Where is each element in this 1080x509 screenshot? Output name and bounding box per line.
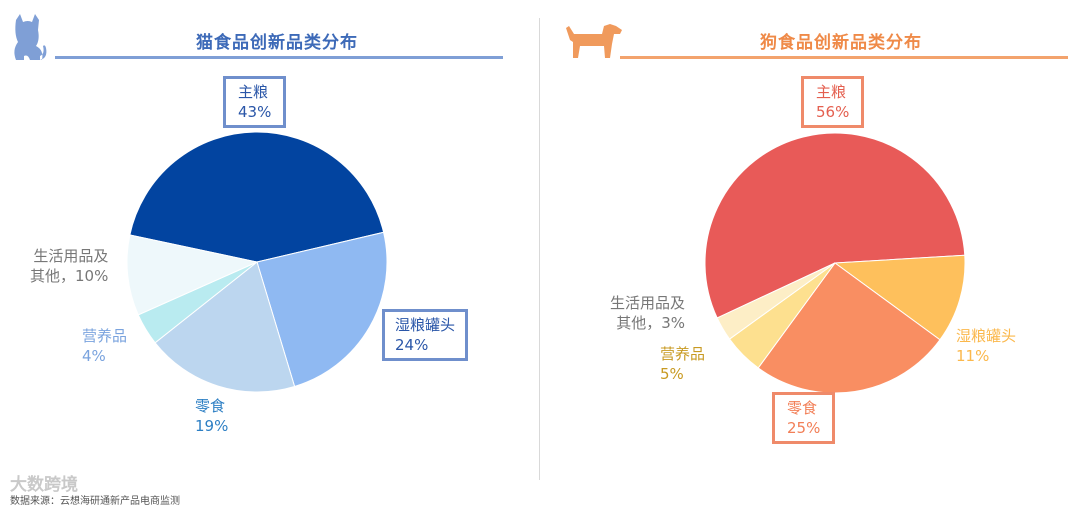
dog-label-snack-pct: 25% — [787, 419, 821, 437]
cat-label-nutrition: 营养品 4% — [82, 326, 127, 366]
cat-pie-slice-2 — [154, 261, 296, 393]
data-source-note: 数据来源：云想海研通新产品电商监测 — [10, 496, 180, 507]
dog-pie-slice-4 — [716, 262, 836, 340]
dog-title-underline — [620, 56, 1068, 59]
cat-label-nutrition-name: 营养品 — [82, 327, 128, 345]
dog-label-other: 生活用品及 其他，3% — [610, 293, 685, 333]
dog-label-staple-pct: 56% — [816, 103, 850, 121]
dog-pie-chart — [704, 132, 966, 394]
cat-icon — [14, 14, 47, 60]
cat-chart-panel: 猫食品创新品类分布 主粮 43% 湿粮罐头 24% 零食 19% 营养品 4% … — [14, 14, 503, 436]
dog-pie-slice-1 — [833, 254, 966, 341]
dog-label-snack: 零食 25% — [772, 392, 836, 444]
dog-label-other-pct: 其他，3% — [616, 314, 686, 332]
dog-pie-slice-0 — [704, 132, 966, 319]
dog-label-other-name: 生活用品及 — [610, 294, 686, 312]
cat-label-staple-name: 主粮 — [238, 83, 269, 101]
cat-label-snack: 零食 19% — [195, 396, 228, 436]
cat-label-wet-pct: 24% — [395, 336, 429, 354]
dog-chart-title: 狗食品创新品类分布 — [760, 33, 922, 53]
dog-label-wet-name: 湿粮罐头 — [956, 327, 1017, 345]
cat-label-other-name: 生活用品及 — [33, 247, 109, 265]
cat-label-staple-pct: 43% — [238, 103, 272, 121]
dog-label-wet: 湿粮罐头 11% — [956, 326, 1016, 366]
cat-pie-slice-1 — [256, 231, 388, 388]
panel-divider — [539, 18, 540, 480]
dog-label-nutrition: 营养品 5% — [660, 344, 705, 384]
cat-chart-title: 猫食品创新品类分布 — [196, 33, 358, 53]
cat-label-wet: 湿粮罐头 24% — [382, 309, 469, 361]
watermark: 大数跨境 — [10, 475, 78, 495]
dog-label-staple-name: 主粮 — [816, 83, 847, 101]
dog-label-nutrition-name: 营养品 — [660, 345, 706, 363]
cat-label-other-pct: 其他，10% — [30, 267, 109, 285]
cat-label-nutrition-pct: 4% — [82, 347, 106, 365]
cat-pie-slice-4 — [126, 234, 259, 316]
dog-label-staple: 主粮 56% — [801, 76, 865, 128]
cat-label-other: 生活用品及 其他，10% — [30, 246, 108, 286]
dog-label-snack-name: 零食 — [787, 399, 818, 417]
dog-label-nutrition-pct: 5% — [660, 365, 684, 383]
cat-label-staple: 主粮 43% — [223, 76, 287, 128]
dog-label-wet-pct: 11% — [956, 347, 990, 365]
dog-icon — [566, 24, 622, 58]
dog-chart-panel: 狗食品创新品类分布 主粮 56% 湿粮罐头 11% 零食 25% 营养品 5% … — [540, 0, 1080, 509]
cat-label-wet-name: 湿粮罐头 — [395, 316, 456, 334]
cat-label-snack-pct: 19% — [195, 417, 229, 435]
cat-label-snack-name: 零食 — [195, 397, 226, 415]
cat-title-underline — [55, 56, 503, 59]
dog-pie-slice-2 — [757, 262, 941, 394]
cat-pie-chart — [126, 131, 388, 393]
cat-pie-slice-0 — [129, 131, 385, 263]
